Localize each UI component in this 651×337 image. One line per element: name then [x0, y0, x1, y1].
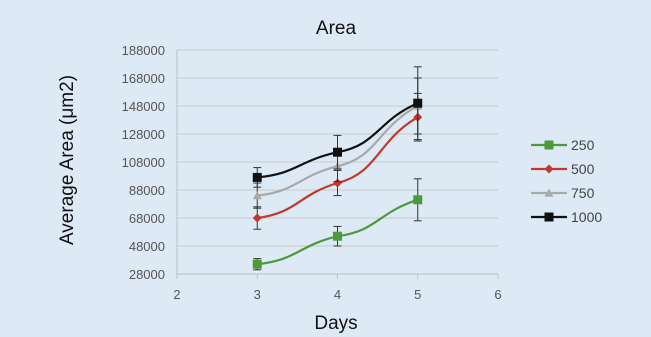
data-point [252, 191, 262, 200]
legend-item: 500 [531, 161, 595, 177]
legend-label: 1000 [571, 209, 602, 225]
data-point [252, 259, 262, 269]
data-point [333, 178, 342, 188]
y-tick-labels: 28000 48000 68000 88000 108000 128000 148000 16… [122, 43, 165, 282]
data-point [413, 98, 423, 108]
legend-marker [544, 212, 554, 222]
y-tick-label: 28000 [129, 267, 165, 282]
legend-label: 750 [571, 185, 595, 201]
legend-item: 1000 [531, 209, 602, 225]
y-tick-label: 88000 [129, 183, 165, 198]
x-tick-labels: 2 3 4 5 6 [173, 287, 501, 302]
series-layer [252, 66, 423, 271]
legend-marker [544, 188, 554, 197]
series-1000 [252, 66, 423, 188]
legend-label: 500 [571, 161, 595, 177]
x-tick-label: 6 [494, 287, 501, 302]
legend-item: 750 [531, 185, 595, 201]
x-tick-label: 5 [414, 287, 421, 302]
y-tick-label: 188000 [122, 43, 165, 58]
y-tick-label: 148000 [122, 99, 165, 114]
y-tick-label: 168000 [122, 71, 165, 86]
x-tick-label: 2 [173, 287, 180, 302]
data-point [333, 147, 342, 157]
y-tick-label: 48000 [129, 239, 165, 254]
legend-marker [544, 140, 554, 150]
data-point [252, 172, 262, 182]
legend-item: 250 [531, 137, 595, 153]
legend-label: 250 [571, 137, 595, 153]
legend-marker [544, 164, 554, 174]
x-tick-label: 3 [254, 287, 261, 302]
y-tick-label: 108000 [122, 155, 165, 170]
y-tick-label: 68000 [129, 211, 165, 226]
data-point [252, 213, 262, 223]
legend: 250 500 750 1000 [531, 137, 602, 225]
axes [176, 50, 499, 279]
x-axis-label: Days [314, 313, 357, 334]
chart-title: Area [316, 18, 357, 39]
x-tick-label: 4 [334, 287, 341, 302]
series-250 [252, 178, 423, 271]
data-point [333, 231, 342, 241]
y-tick-label: 128000 [122, 127, 165, 142]
y-axis-label: Average Area (μm2) [57, 75, 78, 245]
data-point [413, 195, 423, 205]
